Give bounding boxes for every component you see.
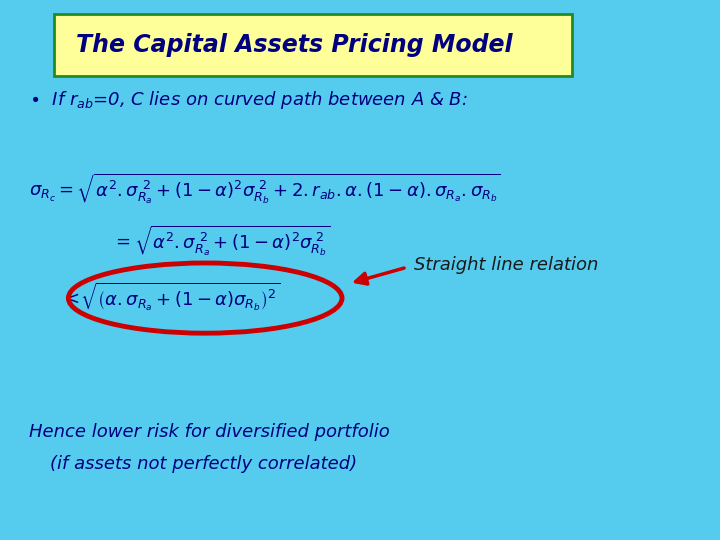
- Text: $= \sqrt{\alpha^2 . \sigma_{R_a}^{\ 2} + (1-\alpha)^2 \sigma_{R_b}^{\ 2}}$: $= \sqrt{\alpha^2 . \sigma_{R_a}^{\ 2} +…: [112, 223, 330, 258]
- Text: The Capital Assets Pricing Model: The Capital Assets Pricing Model: [76, 32, 512, 57]
- Text: Hence lower risk for diversified portfolio: Hence lower risk for diversified portfol…: [29, 423, 390, 441]
- Text: (if assets not perfectly correlated): (if assets not perfectly correlated): [50, 455, 358, 474]
- Text: $\bullet$  If $r_{ab}$=0, C lies on curved path between A & B:: $\bullet$ If $r_{ab}$=0, C lies on curve…: [29, 89, 467, 111]
- Text: $\sigma_{R_c} = \sqrt{\alpha^2 . \sigma_{R_a}^{\ 2} + (1-\alpha)^2 \sigma_{R_b}^: $\sigma_{R_c} = \sqrt{\alpha^2 . \sigma_…: [29, 172, 500, 206]
- Text: $<\!\sqrt{\left(\alpha.\sigma_{R_a} + (1-\alpha)\sigma_{R_b}\right)^2}$: $<\!\sqrt{\left(\alpha.\sigma_{R_a} + (1…: [61, 281, 280, 313]
- FancyBboxPatch shape: [54, 14, 572, 76]
- Text: Straight line relation: Straight line relation: [414, 255, 598, 274]
